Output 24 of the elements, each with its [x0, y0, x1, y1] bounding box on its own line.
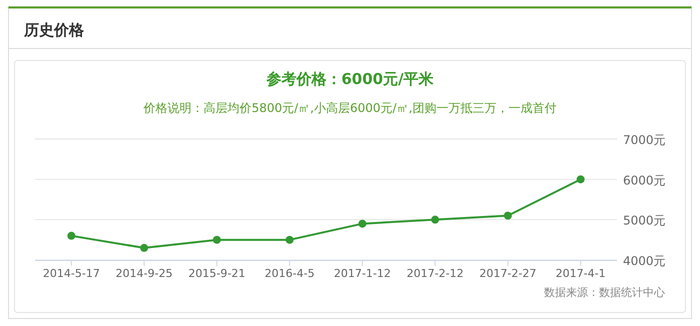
y-tick-label: 6000元	[623, 173, 666, 188]
point	[286, 236, 294, 244]
text: 价格说明：高层均价5800元/㎡,小高层6000元/㎡,团购一万抵三万，一成首付	[142, 101, 556, 115]
x-tick-label: 2017-2-27	[479, 267, 536, 280]
point	[431, 216, 440, 224]
x-tick-label: 2014-9-25	[116, 267, 173, 280]
x-tick-label: 2017-4-1	[556, 267, 606, 280]
y-tick-label: 4000元	[623, 254, 666, 268]
x-tick-label: 2014-5-17	[42, 267, 100, 280]
x-tick-label: 2017-2-12	[406, 267, 464, 280]
y-tick-label: 7000元	[623, 133, 666, 147]
point	[504, 212, 512, 220]
point	[67, 232, 76, 240]
point	[358, 220, 366, 228]
x-tick-label: 2017-1-12	[334, 267, 391, 280]
y-tick-label: 5000元	[623, 214, 666, 228]
point	[212, 236, 221, 244]
chart-title: 历史价格	[23, 21, 85, 39]
point	[140, 244, 148, 252]
x-tick-label: 2016-4-5	[264, 267, 315, 280]
source-note: 数据来源：数据统计中心	[544, 286, 665, 299]
point	[576, 175, 585, 184]
chart-subtitle: 参考价格：6000元/平米	[265, 70, 435, 88]
x-tick-label: 2015-9-21	[188, 267, 246, 280]
